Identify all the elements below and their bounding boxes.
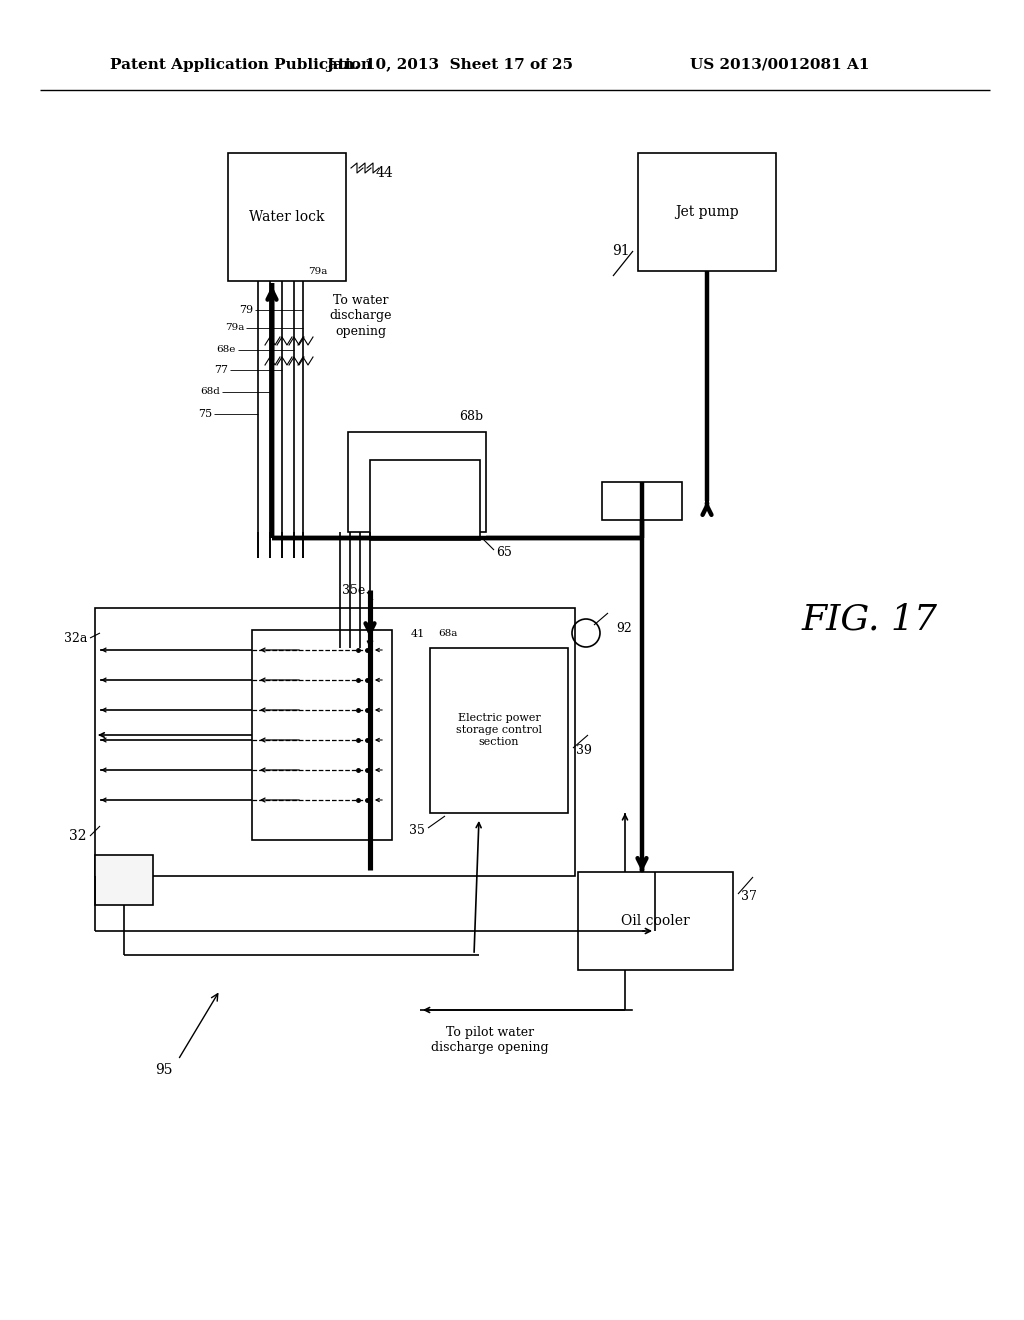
Bar: [602, 482, 682, 520]
Text: 95: 95: [155, 1063, 172, 1077]
Text: To water
discharge
opening: To water discharge opening: [330, 294, 392, 338]
Bar: [370, 459, 480, 540]
Text: 75: 75: [198, 409, 212, 418]
Text: Water lock: Water lock: [249, 210, 325, 224]
Bar: [638, 153, 776, 271]
Bar: [578, 873, 733, 970]
Bar: [95, 855, 153, 906]
Text: 91: 91: [612, 244, 630, 257]
Text: 37: 37: [741, 891, 757, 903]
Text: 68a: 68a: [438, 630, 458, 639]
Text: 35e: 35e: [342, 583, 365, 597]
Text: Jan. 10, 2013  Sheet 17 of 25: Jan. 10, 2013 Sheet 17 of 25: [327, 58, 573, 73]
Text: 68b: 68b: [459, 411, 483, 424]
Text: Oil cooler: Oil cooler: [621, 913, 689, 928]
Text: 79a: 79a: [224, 323, 244, 333]
Text: US 2013/0012081 A1: US 2013/0012081 A1: [690, 58, 870, 73]
Text: 92: 92: [616, 622, 632, 635]
Text: FIG. 17: FIG. 17: [802, 603, 938, 638]
Text: Patent Application Publication: Patent Application Publication: [110, 58, 372, 73]
Text: 32a: 32a: [63, 631, 87, 644]
Text: 65: 65: [496, 545, 512, 558]
Bar: [348, 432, 486, 532]
Bar: [228, 153, 346, 281]
Text: Electric power
storage control
section: Electric power storage control section: [456, 713, 542, 747]
Text: 68d: 68d: [200, 388, 220, 396]
Text: 44: 44: [376, 166, 394, 180]
Text: 79: 79: [239, 305, 253, 315]
Text: 68e: 68e: [217, 346, 236, 355]
Bar: [95, 609, 575, 876]
Text: To pilot water
discharge opening: To pilot water discharge opening: [431, 1026, 549, 1053]
Text: 41: 41: [411, 630, 425, 639]
Text: 77: 77: [214, 366, 228, 375]
Text: 39: 39: [575, 743, 592, 756]
Text: 35: 35: [410, 825, 425, 837]
Bar: [252, 630, 392, 840]
Text: 79a: 79a: [308, 267, 328, 276]
Text: 32: 32: [70, 829, 87, 843]
Bar: [430, 648, 568, 813]
Text: Jet pump: Jet pump: [675, 205, 738, 219]
